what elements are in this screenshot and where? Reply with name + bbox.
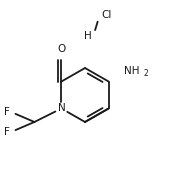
Text: NH: NH <box>124 66 139 76</box>
Text: 2: 2 <box>143 69 148 78</box>
Text: O: O <box>57 44 65 54</box>
Text: Cl: Cl <box>102 10 112 20</box>
Text: N: N <box>57 104 65 113</box>
Text: F: F <box>4 107 10 117</box>
Text: F: F <box>4 127 10 137</box>
Text: H: H <box>84 31 92 41</box>
